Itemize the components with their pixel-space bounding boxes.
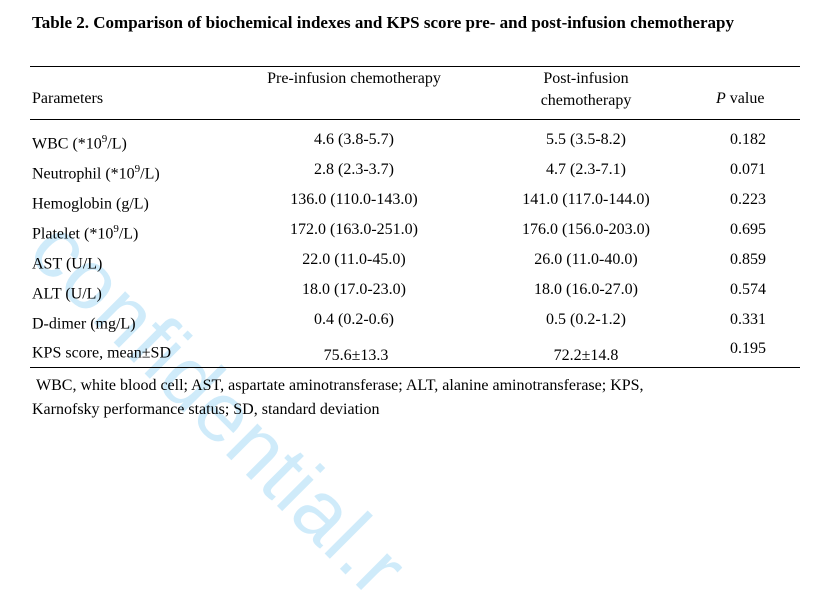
row-pre-value: 0.4 (0.2-0.6) bbox=[314, 311, 394, 328]
row-p-value: 0.223 bbox=[730, 191, 766, 208]
row-pre-value: 22.0 (11.0-45.0) bbox=[302, 251, 406, 268]
row-p-value: 0.695 bbox=[730, 221, 766, 238]
table-footnote: WBC, white blood cell; AST, aspartate am… bbox=[32, 374, 780, 422]
row-post-value: 4.7 (2.3-7.1) bbox=[546, 161, 626, 178]
table-top-rule bbox=[30, 66, 800, 67]
row-p-value: 0.071 bbox=[730, 161, 766, 178]
row-p-value: 0.195 bbox=[730, 340, 766, 357]
header-p-rest: value bbox=[725, 90, 765, 107]
header-bottom-rule bbox=[30, 119, 800, 120]
row-parameter: Hemoglobin (g/L) bbox=[32, 195, 149, 213]
row-p-value: 0.859 bbox=[730, 251, 766, 268]
row-pre-value: 136.0 (110.0-143.0) bbox=[290, 191, 418, 208]
header-post-infusion: Post-infusion chemotherapy bbox=[476, 68, 696, 112]
header-parameters: Parameters bbox=[32, 90, 104, 107]
row-parameter: Platelet (*109/L) bbox=[32, 223, 139, 243]
row-post-value: 18.0 (16.0-27.0) bbox=[534, 281, 638, 298]
row-post-value: 141.0 (117.0-144.0) bbox=[522, 191, 650, 208]
row-parameter: D-dimer (mg/L) bbox=[32, 315, 136, 333]
header-p-value: P value bbox=[716, 88, 764, 109]
row-parameter: WBC (*109/L) bbox=[32, 133, 127, 153]
table-bottom-rule bbox=[30, 367, 800, 368]
header-pre-infusion: Pre-infusion chemotherapy bbox=[267, 70, 441, 87]
row-p-value: 0.182 bbox=[730, 131, 766, 148]
row-parameter: AST (U/L) bbox=[32, 255, 103, 273]
row-pre-value: 75.6±13.3 bbox=[323, 347, 389, 364]
row-post-value: 72.2±14.8 bbox=[553, 347, 619, 364]
footnote-line-2: Karnofsky performance status; SD, standa… bbox=[32, 401, 380, 418]
row-post-value: 5.5 (3.5-8.2) bbox=[546, 131, 626, 148]
footnote-line-1: WBC, white blood cell; AST, aspartate am… bbox=[36, 377, 644, 394]
row-parameter: ALT (U/L) bbox=[32, 285, 102, 303]
row-post-value: 176.0 (156.0-203.0) bbox=[522, 221, 650, 238]
row-pre-value: 2.8 (2.3-3.7) bbox=[314, 161, 394, 178]
row-pre-value: 4.6 (3.8-5.7) bbox=[314, 131, 394, 148]
header-post-line-2: chemotherapy bbox=[540, 92, 632, 109]
row-pre-value: 172.0 (163.0-251.0) bbox=[290, 221, 418, 238]
header-p-italic: P bbox=[716, 90, 726, 107]
row-parameter: KPS score, mean±SD bbox=[32, 344, 171, 362]
row-parameter: Neutrophil (*109/L) bbox=[32, 163, 160, 183]
row-p-value: 0.331 bbox=[730, 311, 766, 328]
caption-line-2: chemotherapy bbox=[630, 13, 734, 32]
row-post-value: 0.5 (0.2-1.2) bbox=[546, 311, 626, 328]
row-pre-value: 18.0 (17.0-23.0) bbox=[302, 281, 406, 298]
row-post-value: 26.0 (11.0-40.0) bbox=[534, 251, 638, 268]
table-caption: Table 2. Comparison of biochemical index… bbox=[32, 10, 780, 36]
header-post-line-1: Post-infusion bbox=[543, 70, 629, 87]
row-p-value: 0.574 bbox=[730, 281, 766, 298]
caption-line-1: Table 2. Comparison of biochemical index… bbox=[32, 13, 626, 32]
